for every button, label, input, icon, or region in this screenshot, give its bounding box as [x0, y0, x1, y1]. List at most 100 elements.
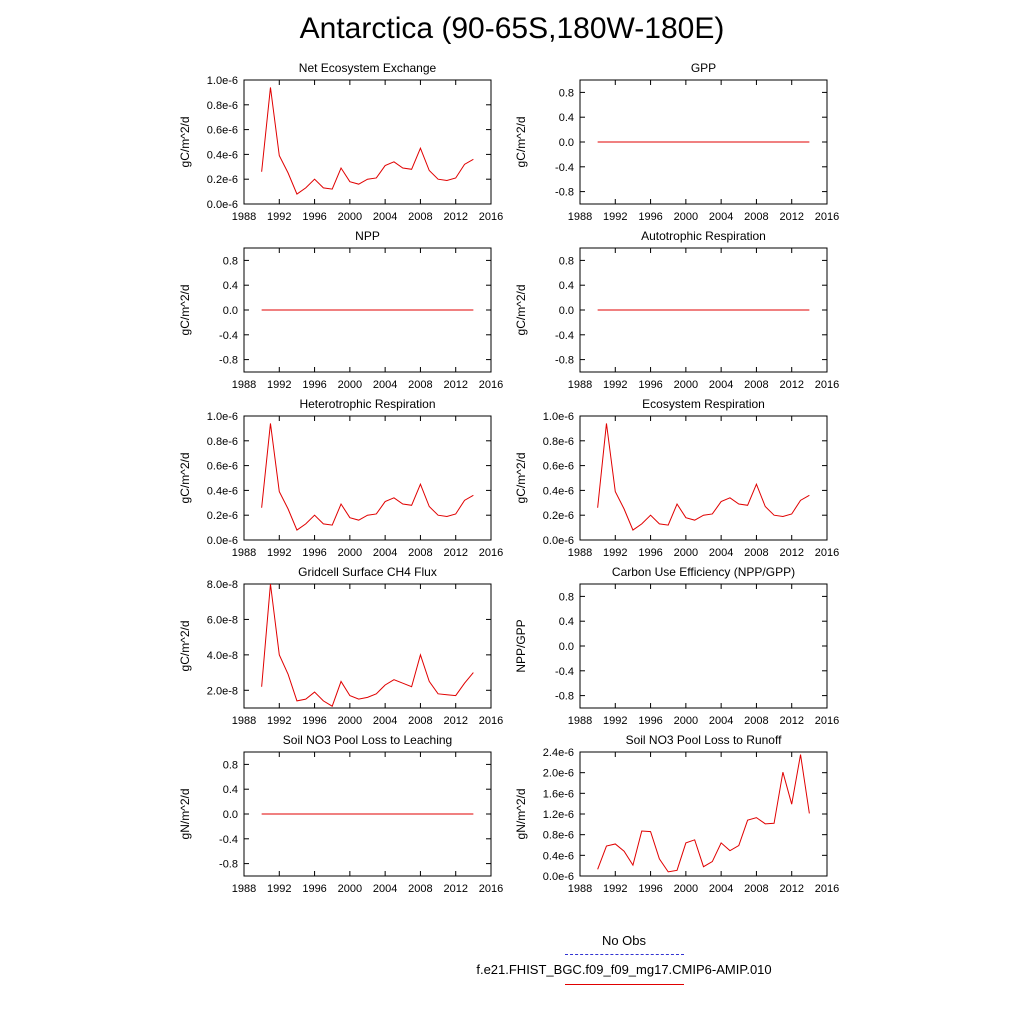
x-tick-label: 2000	[338, 379, 362, 391]
chart-panel: Ecosystem Respiration 1988 1992 1996 2000 200…	[514, 397, 839, 559]
y-axis-label: gC/m^2/d	[514, 453, 528, 504]
x-tick-label: 2004	[709, 379, 733, 391]
x-tick-label: 1996	[302, 883, 326, 895]
x-tick-label: 2004	[373, 883, 397, 895]
y-tick-label: -0.8	[555, 355, 574, 367]
y-tick-label: -0.4	[219, 330, 238, 342]
x-tick-label: 2016	[815, 715, 839, 727]
y-tick-label: 2.4e-6	[543, 747, 574, 759]
plot-frame	[579, 415, 828, 541]
x-tick-label: 2004	[709, 883, 733, 895]
x-tick-label: 1988	[232, 547, 256, 559]
x-tick-label: 2012	[779, 883, 803, 895]
panel-title: Gridcell Surface CH4 Flux	[298, 565, 437, 579]
y-tick-label: 0.4e-6	[543, 850, 574, 862]
x-tick-label: 2004	[373, 547, 397, 559]
x-tick-label: 2012	[779, 379, 803, 391]
chart-panel: Soil NO3 Pool Loss to Leaching 1988 1992 19…	[178, 733, 503, 895]
x-tick-label: 2000	[674, 211, 698, 223]
x-tick-label: 1992	[603, 715, 627, 727]
y-tick-label: 1.0e-6	[543, 411, 574, 423]
x-tick-label: 2008	[408, 211, 432, 223]
x-tick-label: 2012	[443, 211, 467, 223]
x-tick-label: 2000	[674, 715, 698, 727]
y-tick-label: 0.4	[223, 784, 238, 796]
panel-title: Soil NO3 Pool Loss to Runoff	[626, 733, 783, 747]
x-tick-label: 1992	[603, 547, 627, 559]
plot-frame	[579, 751, 828, 877]
legend-case-label: f.e21.FHIST_BGC.f09_f09_mg17.CMIP6-AMIP.…	[476, 962, 772, 977]
x-tick-label: 2008	[408, 379, 432, 391]
y-tick-label: 6.0e-8	[207, 614, 238, 626]
x-tick-label: 2000	[674, 547, 698, 559]
panel-title: Autotrophic Respiration	[641, 229, 766, 243]
chart-panel: Gridcell Surface CH4 Flux 1988 1992 1996 200…	[178, 565, 503, 727]
y-tick-label: 1.0e-6	[207, 75, 238, 87]
x-tick-label: 2000	[338, 715, 362, 727]
x-tick-label: 2008	[744, 715, 768, 727]
y-axis-label: gC/m^2/d	[178, 285, 192, 336]
y-tick-label: 0.0	[559, 137, 574, 149]
series-line	[261, 583, 474, 707]
y-tick-label: 0.0	[559, 305, 574, 317]
y-tick-label: -0.8	[219, 355, 238, 367]
x-tick-label: 1988	[568, 211, 592, 223]
plot-frame	[243, 79, 492, 205]
x-tick-label: 1996	[302, 211, 326, 223]
x-tick-label: 2016	[479, 883, 503, 895]
y-tick-label: 0.8e-6	[543, 436, 574, 448]
x-tick-label: 1988	[232, 211, 256, 223]
x-tick-label: 2016	[479, 547, 503, 559]
chart-panel: GPP 1988 1992 1996 2000 2004 2008 2012 2016 -0.8 -…	[514, 61, 839, 223]
x-tick-label: 1996	[302, 379, 326, 391]
panel-title: GPP	[691, 61, 716, 75]
x-tick-label: 2016	[815, 211, 839, 223]
chart-panel: Autotrophic Respiration 1988 1992 1996 2000 2…	[514, 229, 839, 391]
y-tick-label: 0.4e-6	[207, 149, 238, 161]
y-tick-label: 0.2e-6	[207, 510, 238, 522]
y-tick-label: 1.0e-6	[207, 411, 238, 423]
x-tick-label: 1988	[232, 883, 256, 895]
y-axis-label: gN/m^2/d	[178, 789, 192, 840]
x-tick-label: 2012	[443, 379, 467, 391]
legend-obs-line	[565, 954, 684, 955]
y-tick-label: 0.0e-6	[207, 535, 238, 547]
y-tick-label: 0.8e-6	[543, 830, 574, 842]
y-tick-label: 0.2e-6	[543, 510, 574, 522]
x-tick-label: 2012	[779, 715, 803, 727]
x-tick-label: 2012	[443, 883, 467, 895]
y-tick-label: 0.8	[559, 87, 574, 99]
x-tick-label: 1992	[267, 883, 291, 895]
y-tick-label: 0.0e-6	[543, 535, 574, 547]
y-axis-label: gC/m^2/d	[178, 453, 192, 504]
x-tick-label: 1988	[568, 715, 592, 727]
y-tick-label: 0.8e-6	[207, 436, 238, 448]
y-tick-label: 2.0e-8	[207, 685, 238, 697]
y-axis-label: gC/m^2/d	[178, 117, 192, 168]
y-tick-label: 4.0e-8	[207, 650, 238, 662]
x-tick-label: 2016	[815, 547, 839, 559]
y-tick-label: 0.4	[559, 616, 574, 628]
x-tick-label: 1992	[267, 547, 291, 559]
y-tick-label: 8.0e-8	[207, 579, 238, 591]
y-tick-label: -0.8	[555, 691, 574, 703]
x-tick-label: 1992	[267, 715, 291, 727]
x-tick-label: 1992	[603, 211, 627, 223]
x-tick-label: 2012	[443, 547, 467, 559]
y-tick-label: 0.8	[223, 255, 238, 267]
plot-frame	[579, 583, 828, 709]
x-tick-label: 2000	[338, 883, 362, 895]
y-tick-label: 0.8	[559, 255, 574, 267]
chart-panel: Carbon Use Efficiency (NPP/GPP) 1988 1992 1…	[514, 565, 839, 727]
panel-title: Carbon Use Efficiency (NPP/GPP)	[612, 565, 795, 579]
x-tick-label: 2016	[479, 211, 503, 223]
x-tick-label: 2004	[709, 547, 733, 559]
x-tick-label: 2016	[479, 379, 503, 391]
x-tick-label: 2016	[815, 883, 839, 895]
x-tick-label: 2008	[744, 547, 768, 559]
x-tick-label: 1988	[568, 547, 592, 559]
x-tick-label: 2004	[373, 715, 397, 727]
y-axis-label: NPP/GPP	[514, 619, 528, 672]
x-tick-label: 2008	[408, 547, 432, 559]
